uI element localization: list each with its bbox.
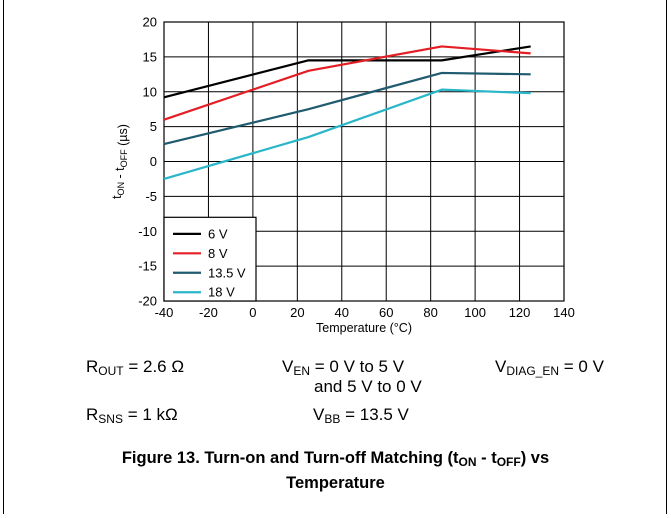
x-tick-label: 80 — [423, 305, 437, 320]
y-tick-label: 0 — [150, 154, 157, 169]
condition-ven-line2: and 5 V to 0 V — [314, 377, 422, 396]
y-axis-label: tON - tOFF (µs) — [110, 124, 130, 199]
series-line-18-V — [163, 88, 531, 180]
x-axis-label: Temperature (°C) — [316, 321, 412, 335]
y-tick-label: -5 — [145, 189, 157, 204]
series-line-8-V — [163, 45, 531, 121]
y-tick-label: 5 — [150, 119, 157, 134]
condition-vbb: VBB = 13.5 V — [313, 405, 409, 426]
y-tick-label: 15 — [143, 49, 157, 64]
condition-vdiag: VDIAG_EN = 0 V — [495, 357, 604, 378]
legend-label: 13.5 V — [208, 265, 246, 280]
series-line-6-V — [163, 45, 531, 99]
y-tick-label: 10 — [143, 84, 157, 99]
condition-rout: ROUT = 2.6 Ω — [86, 357, 185, 378]
y-tick-label: -10 — [138, 224, 157, 239]
condition-rsns: RSNS = 1 kΩ — [86, 405, 178, 426]
x-tick-label: 60 — [379, 305, 393, 320]
line-chart: -40 -20 0 20 40 60 80 100 120 140-20-15-10-505101… — [110, 15, 575, 336]
series-line-13-5-V — [163, 71, 531, 146]
x-tick-label: 20 — [290, 305, 304, 320]
x-tick-label: -40 — [155, 305, 174, 320]
legend-label: 8 V — [208, 246, 228, 261]
x-tick-label: 0 — [249, 305, 256, 320]
legend-box — [163, 216, 257, 302]
condition-ven: VEN = 0 V to 5 V — [282, 357, 405, 378]
legend-label: 6 V — [208, 226, 228, 241]
figure-caption-line2: Temperature — [286, 474, 385, 492]
legend-label: 18 V — [208, 285, 235, 300]
legend: 6 V 8 V 13.5 V 18 V — [163, 216, 257, 302]
figure-caption-line1: Figure 13. Turn-on and Turn-off Matching… — [121, 449, 550, 469]
x-tick-label: 140 — [553, 305, 575, 320]
y-tick-label: -20 — [138, 294, 157, 309]
x-tick-label: -20 — [199, 305, 218, 320]
x-tick-label: 120 — [509, 305, 531, 320]
plot-area — [163, 21, 565, 302]
x-tick-label: 40 — [335, 305, 349, 320]
y-tick-label: 20 — [143, 15, 157, 30]
y-tick-label: -15 — [138, 259, 157, 274]
x-tick-label: 100 — [464, 305, 486, 320]
figure-frame — [3, 0, 667, 514]
